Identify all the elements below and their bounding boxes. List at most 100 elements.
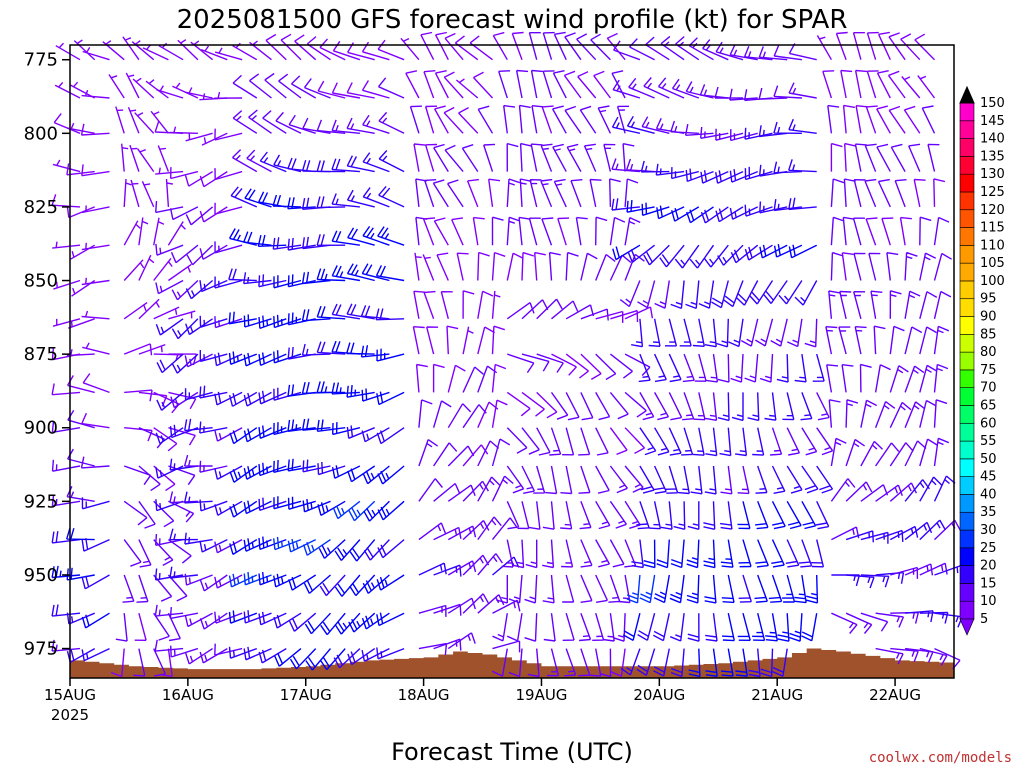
wind-barb	[749, 280, 774, 305]
wind-barb-stroke	[903, 105, 921, 134]
wind-barb-stroke	[503, 104, 516, 134]
wind-barb	[287, 237, 316, 251]
wind-barb-stroke	[919, 252, 937, 281]
wind-barb-stroke	[257, 234, 287, 247]
wind-barb-stroke	[477, 105, 494, 134]
wind-barb	[831, 574, 861, 587]
wind-barb	[462, 366, 484, 393]
wind-barb-stroke	[786, 500, 802, 530]
wind-barb	[461, 144, 479, 172]
wind-barb-stroke	[542, 31, 555, 60]
wind-barb-stroke	[657, 77, 685, 99]
wind-barb	[811, 539, 825, 568]
wind-barb-stroke	[51, 420, 81, 433]
colorbar-segment	[959, 583, 975, 602]
x-tick-label: 21AUG	[751, 686, 803, 704]
wind-barb	[229, 500, 258, 518]
wind-barb-stroke	[275, 111, 302, 134]
wind-barb	[704, 574, 717, 604]
wind-barb	[657, 77, 685, 99]
wind-barb-stroke	[835, 31, 848, 60]
wind-barb	[501, 539, 514, 568]
wind-barb	[232, 110, 258, 134]
wind-barb	[258, 462, 287, 477]
wind-barb	[447, 445, 475, 467]
wind-barb	[866, 70, 879, 99]
wind-barb-stroke	[130, 179, 140, 208]
wind-barb-stroke	[154, 568, 184, 581]
wind-barb	[865, 105, 878, 134]
wind-barb	[361, 80, 390, 99]
wind-barb	[624, 216, 641, 246]
wind-barb	[288, 574, 317, 591]
wind-barb	[889, 365, 909, 393]
wind-barb	[685, 168, 714, 183]
wind-barb-stroke	[346, 303, 375, 320]
wind-barb	[622, 143, 635, 172]
wind-barb-stroke	[265, 33, 287, 61]
wind-barb-stroke	[524, 613, 538, 642]
wind-barb	[177, 39, 199, 61]
wind-barb-stroke	[302, 236, 331, 250]
wind-barb	[564, 105, 582, 134]
wind-barb	[595, 310, 624, 323]
wind-barb	[530, 143, 543, 172]
wind-barb	[51, 383, 81, 396]
wind-barb-stroke	[214, 391, 243, 406]
wind-barb	[331, 158, 360, 173]
wind-barb	[361, 647, 390, 662]
wind-barb	[108, 74, 125, 99]
wind-barb	[53, 279, 81, 290]
wind-barb-stroke	[154, 120, 184, 134]
wind-barb-stroke	[301, 418, 331, 431]
wind-barb-stroke	[258, 352, 287, 367]
wind-barb	[157, 145, 170, 172]
wind-barb	[272, 237, 302, 250]
wind-barb	[288, 114, 316, 134]
wind-barb	[462, 519, 490, 541]
wind-barb	[362, 187, 390, 208]
wind-barb-stroke	[258, 274, 287, 288]
wind-barb-stroke	[801, 613, 818, 642]
wind-barb-stroke	[864, 143, 877, 172]
wind-barb	[874, 401, 896, 428]
wind-barb-stroke	[595, 392, 611, 421]
wind-barb-stroke	[620, 648, 641, 676]
wind-barb	[549, 427, 562, 456]
credit-link[interactable]: coolwx.com/models	[869, 750, 1012, 766]
wind-barb-stroke	[616, 105, 630, 134]
wind-barb-stroke	[873, 325, 886, 355]
wind-barb-stroke	[670, 120, 699, 134]
wind-barb-stroke	[870, 290, 883, 319]
wind-barb-stroke	[477, 553, 503, 576]
wind-barb	[168, 427, 196, 446]
wind-barb-stroke	[908, 143, 921, 172]
wind-barb-stroke	[864, 178, 877, 208]
wind-barb-stroke	[664, 318, 678, 347]
wind-barb	[199, 244, 228, 260]
wind-barb-stroke	[506, 142, 519, 172]
wind-barb	[462, 554, 490, 576]
wind-barb-stroke	[641, 202, 670, 216]
wind-barb-stroke	[889, 365, 909, 393]
colorbar-segment	[959, 369, 975, 388]
wind-barb-stroke	[755, 539, 769, 568]
wind-barb	[694, 353, 707, 382]
wind-barb-stroke	[273, 275, 302, 289]
wind-barb-stroke	[376, 574, 405, 591]
wind-barb-stroke	[665, 465, 679, 494]
wind-barb-stroke	[54, 81, 81, 99]
wind-barb-stroke	[155, 427, 184, 445]
wind-barb	[860, 612, 889, 632]
wind-barb	[875, 484, 903, 502]
wind-barb	[715, 206, 744, 223]
wind-barb	[754, 574, 768, 603]
wind-barb-stroke	[377, 39, 405, 61]
wind-barb-stroke	[543, 613, 556, 642]
wind-barb	[875, 612, 905, 628]
wind-barb-stroke	[684, 123, 714, 136]
wind-barb-stroke	[674, 244, 700, 269]
wind-barb	[670, 648, 685, 678]
wind-barb	[933, 363, 949, 393]
wind-barb-stroke	[301, 343, 331, 356]
